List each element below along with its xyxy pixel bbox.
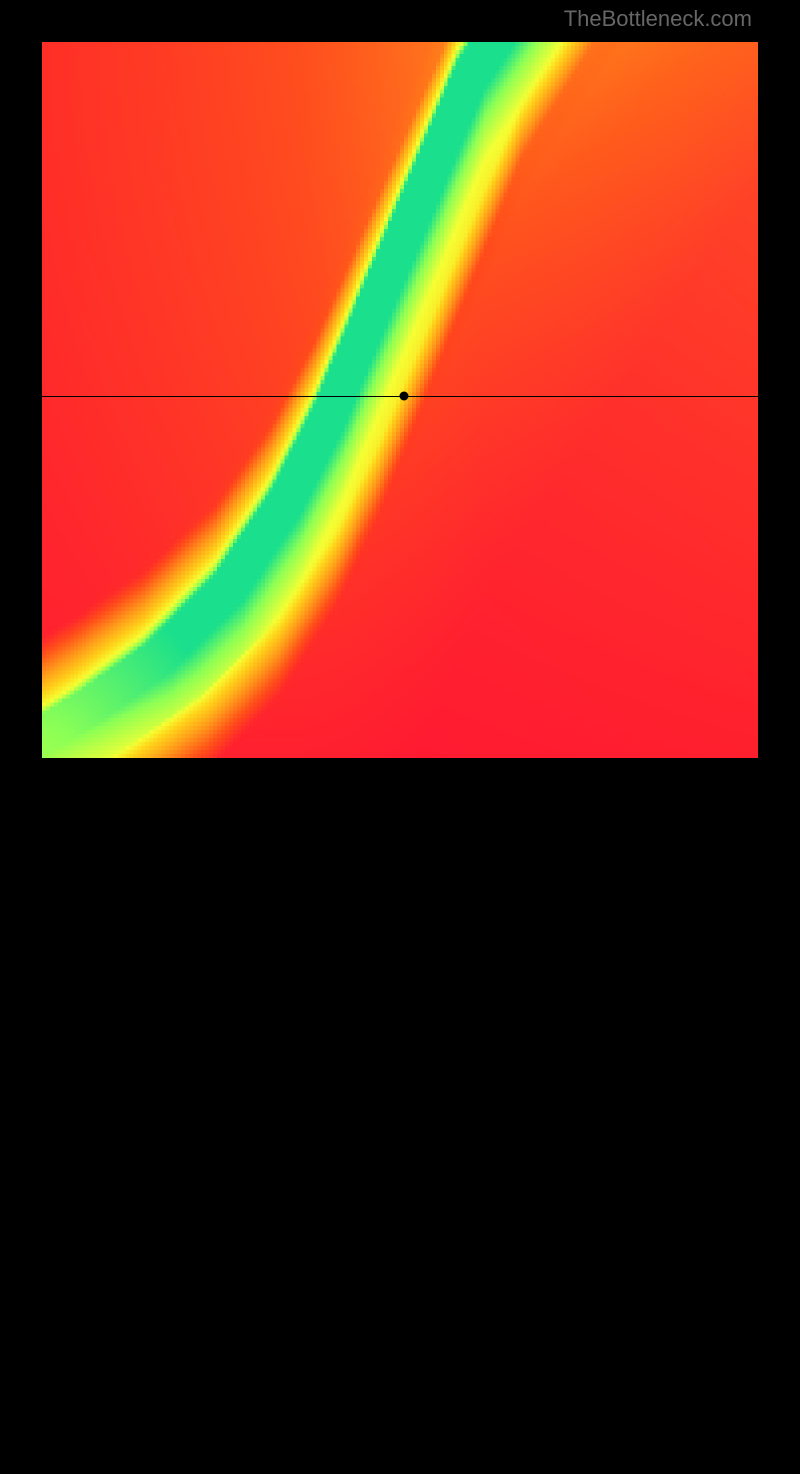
crosshair-vertical xyxy=(404,758,405,1474)
heatmap-plot xyxy=(42,42,758,758)
watermark-text: TheBottleneck.com xyxy=(564,6,752,32)
crosshair-marker xyxy=(399,392,408,401)
